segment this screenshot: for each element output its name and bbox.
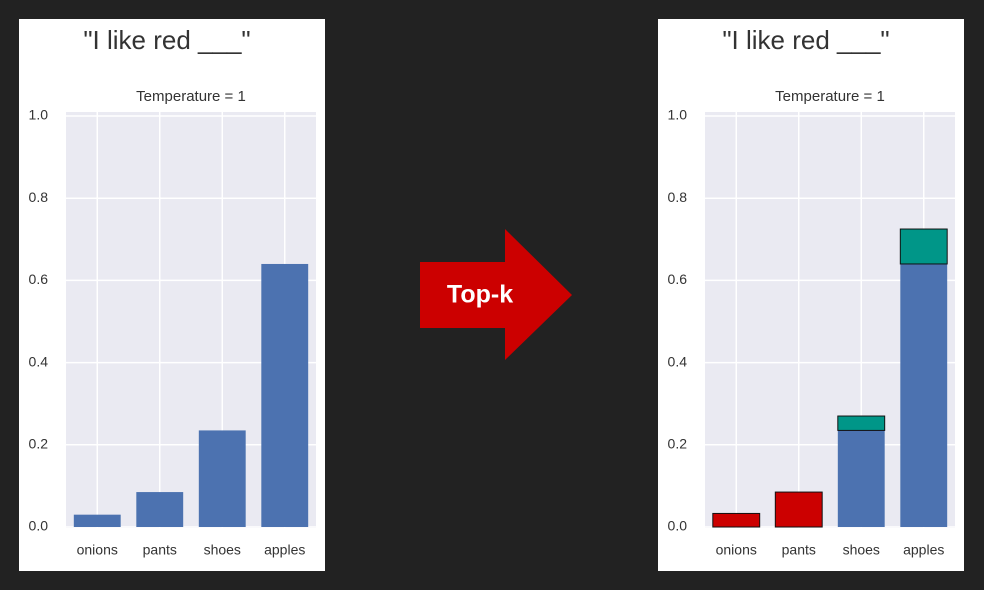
x-tick-label: apples <box>903 542 944 558</box>
y-tick-label: 0.6 <box>668 271 688 287</box>
chart-title: Temperature = 1 <box>136 88 246 105</box>
x-tick-label: apples <box>264 542 305 558</box>
chart-panel: "I like red ___" Temperature = 1 0.0 0.2 0.4… <box>658 19 964 571</box>
y-tick-label: 0.2 <box>29 436 49 452</box>
y-tick-label: 0.8 <box>668 189 688 205</box>
bar <box>900 263 948 527</box>
y-tick-label: 0.6 <box>29 271 49 287</box>
bar <box>198 430 246 527</box>
heading: "I like red ___" <box>722 25 889 55</box>
bar <box>899 228 948 265</box>
bar <box>774 491 823 528</box>
y-tick-label: 0.8 <box>29 189 49 205</box>
x-tick-label: pants <box>782 542 816 558</box>
x-tick-label: onions <box>716 542 757 558</box>
y-tick-label: 1.0 <box>668 107 688 123</box>
arrow-label: Top-k <box>447 281 513 309</box>
chart-title: Temperature = 1 <box>775 88 885 105</box>
x-tick-label: shoes <box>843 542 880 558</box>
x-tick-label: pants <box>143 542 177 558</box>
x-tick-label: shoes <box>204 542 241 558</box>
y-tick-label: 0.0 <box>668 518 688 534</box>
bar <box>712 512 761 528</box>
y-tick-label: 0.4 <box>668 353 688 369</box>
x-tick-label: onions <box>77 542 118 558</box>
bar <box>73 514 121 527</box>
bar <box>837 415 886 431</box>
y-tick-label: 0.0 <box>29 518 49 534</box>
arrow <box>420 229 572 360</box>
bar <box>837 430 885 527</box>
bar <box>136 492 184 527</box>
bar <box>261 263 309 527</box>
y-tick-label: 0.4 <box>29 353 49 369</box>
y-tick-label: 1.0 <box>29 107 49 123</box>
heading: "I like red ___" <box>83 25 250 55</box>
chart-panel: "I like red ___" Temperature = 1 0.0 0.2 0.4… <box>19 19 325 571</box>
y-tick-label: 0.2 <box>668 436 688 452</box>
